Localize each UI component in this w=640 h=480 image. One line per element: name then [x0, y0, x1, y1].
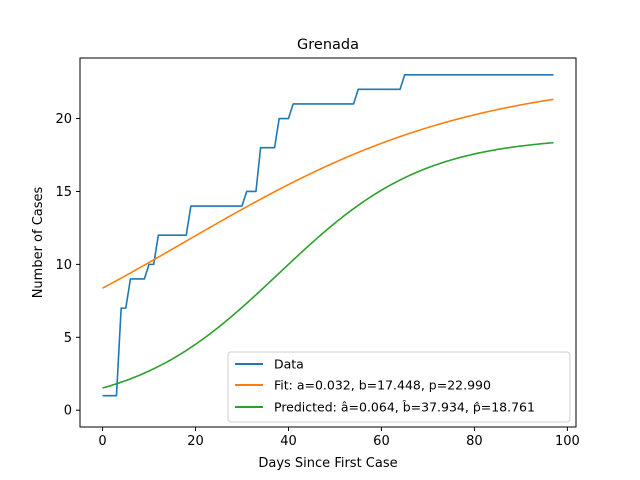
- x-tick-label: 60: [373, 434, 390, 449]
- x-tick-label: 80: [466, 434, 483, 449]
- y-axis-ticks: 0 5 10 15 20: [55, 112, 80, 419]
- y-tick-label: 20: [55, 112, 72, 127]
- x-tick-label: 0: [98, 434, 106, 449]
- x-tick-label: 100: [555, 434, 580, 449]
- x-axis-ticks: 0 20 40 60 80 100: [98, 427, 580, 449]
- chart-title: Grenada: [297, 37, 359, 53]
- legend-box: [227, 351, 571, 423]
- y-tick-label: 15: [55, 185, 72, 200]
- x-axis-label: Days Since First Case: [258, 456, 397, 471]
- legend-label-fit: Fit: a=0.032, b=17.448, p=22.990: [274, 378, 491, 393]
- x-tick-label: 40: [280, 434, 297, 449]
- series-line-fit: [102, 98, 554, 289]
- legend-label-data: Data: [274, 357, 304, 372]
- legend: Data Fit: a=0.032, b=17.448, p=22.990 Pr…: [227, 351, 571, 423]
- series-line-data: [102, 73, 554, 397]
- y-tick-label: 0: [64, 404, 72, 419]
- y-tick-label: 5: [64, 331, 72, 346]
- legend-label-predicted: Predicted: â=0.064, b̂=37.934, p̂=18.761: [274, 400, 535, 415]
- y-tick-label: 10: [55, 258, 72, 273]
- plot-frame: [79, 57, 577, 428]
- y-axis-label: Number of Cases: [31, 186, 46, 298]
- x-tick-label: 20: [187, 434, 204, 449]
- series-line-predicted: [102, 141, 554, 389]
- series-layer: [102, 73, 554, 397]
